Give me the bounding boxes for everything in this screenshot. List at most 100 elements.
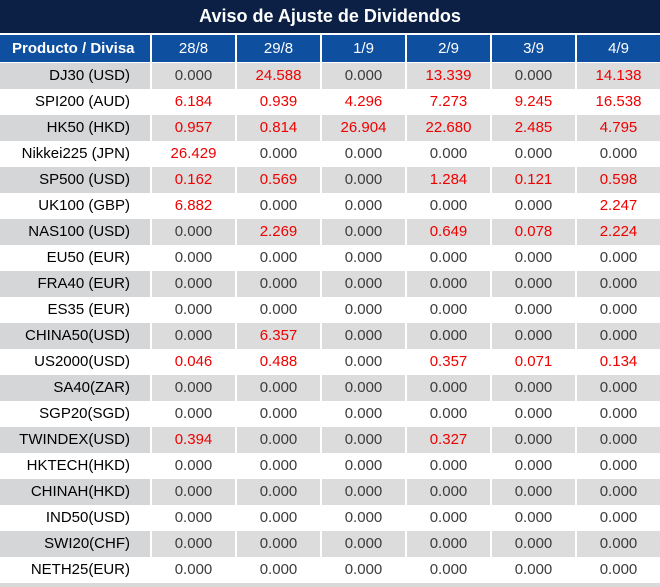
value-cell: 0.000: [235, 375, 320, 401]
table-body: DJ30 (USD) 0.000 24.588 0.000 13.339 0.000 14.…: [0, 63, 660, 583]
value-cell: 0.000: [490, 141, 575, 167]
value-cell: 0.000: [405, 375, 490, 401]
value-cell: 0.649: [405, 219, 490, 245]
value-cell: 0.357: [405, 349, 490, 375]
product-cell: HK50 (HKD): [0, 115, 150, 141]
value-cell: 0.000: [320, 141, 405, 167]
value-cell: 0.134: [575, 349, 660, 375]
value-cell: 0.957: [150, 115, 235, 141]
value-cell: 0.000: [405, 245, 490, 271]
product-cell: NETH25(EUR): [30, 561, 130, 578]
value-cell: 0.000: [235, 271, 320, 297]
value-cell: 0.000: [150, 63, 235, 89]
table-row: TWINDEX(USD) 0.394 0.000 0.000 0.327 0.000 0.0…: [0, 427, 660, 453]
table-row: CHINAH(HKD) 0.000 0.000 0.000 0.000 0.000 0.00…: [0, 479, 660, 505]
value-cell: 0.000: [320, 427, 405, 453]
value-cell: 0.000: [490, 245, 575, 271]
value-cell: 0.598: [575, 167, 660, 193]
value-cell: 0.071: [490, 349, 575, 375]
table-row: HK50 (HKD) 0.957 0.814 26.904 22.680 2.485 4.7…: [0, 115, 660, 141]
value-cell: 0.000: [235, 297, 320, 323]
table-row: US2000(USD) 0.046 0.488 0.000 0.357 0.071 0.13…: [0, 349, 660, 375]
value-cell: 0.000: [320, 219, 405, 245]
value-cell: 0.000: [235, 505, 320, 531]
product-cell: SP500 (USD): [0, 167, 150, 193]
product-cell: EU50 (EUR): [46, 249, 130, 266]
value-cell: 26.904: [320, 115, 405, 141]
value-cell: 0.000: [405, 557, 490, 583]
table-row: HKTECH(HKD) 0.000 0.000 0.000 0.000 0.000 0.00…: [0, 453, 660, 479]
value-cell: 0.000: [150, 271, 235, 297]
value-cell: 0.000: [235, 401, 320, 427]
value-cell: 0.000: [575, 401, 660, 427]
value-cell: 0.000: [320, 63, 405, 89]
value-cell: 0.000: [490, 557, 575, 583]
value-cell: 2.485: [490, 115, 575, 141]
table-row: SWI20(CHF) 0.000 0.000 0.000 0.000 0.000 0.000: [0, 531, 660, 557]
product-cell: SA40(ZAR): [0, 375, 150, 401]
value-cell: 0.000: [490, 193, 575, 219]
value-cell: 22.680: [405, 115, 490, 141]
value-cell: 0.000: [575, 141, 660, 167]
value-cell: 0.000: [235, 557, 320, 583]
value-cell: 4.296: [320, 89, 405, 115]
value-cell: 2.269: [235, 219, 320, 245]
product-cell: HKTECH(HKD): [26, 457, 130, 474]
value-cell: 0.000: [575, 453, 660, 479]
value-cell: 0.000: [575, 531, 660, 557]
column-header-date-6: 4/9: [575, 35, 660, 62]
value-cell: 0.000: [575, 505, 660, 531]
product-cell: CHINA50(USD): [0, 323, 150, 349]
value-cell: 0.000: [150, 531, 235, 557]
value-cell: 0.000: [575, 427, 660, 453]
product-cell: TWINDEX(USD): [0, 427, 150, 453]
product-cell: IND50(USD): [45, 509, 130, 526]
value-cell: 0.000: [235, 245, 320, 271]
value-cell: 0.569: [235, 167, 320, 193]
table-row: UK100 (GBP) 6.882 0.000 0.000 0.000 0.000 2.24…: [0, 193, 660, 219]
value-cell: 0.000: [490, 453, 575, 479]
value-cell: 9.245: [490, 89, 575, 115]
value-cell: 0.000: [490, 63, 575, 89]
value-cell: 16.538: [575, 89, 660, 115]
value-cell: 0.000: [150, 479, 235, 505]
table-header-row: Producto / Divisa 28/8 29/8 1/9 2/9 3/9 …: [0, 35, 660, 63]
product-cell: DJ30 (USD): [0, 63, 150, 89]
table-row: SGP20(SGD) 0.000 0.000 0.000 0.000 0.000 0.000: [0, 401, 660, 427]
value-cell: 0.000: [150, 401, 235, 427]
table-row: IND50(USD) 0.000 0.000 0.000 0.000 0.000 0.000: [0, 505, 660, 531]
value-cell: 0.939: [235, 89, 320, 115]
value-cell: 0.000: [150, 453, 235, 479]
value-cell: 0.000: [320, 557, 405, 583]
value-cell: 0.000: [235, 193, 320, 219]
column-header-date-5: 3/9: [490, 35, 575, 62]
value-cell: 6.882: [150, 193, 235, 219]
value-cell: 0.000: [405, 505, 490, 531]
value-cell: 0.078: [490, 219, 575, 245]
value-cell: 14.138: [575, 63, 660, 89]
value-cell: 0.000: [150, 323, 235, 349]
value-cell: 0.394: [150, 427, 235, 453]
value-cell: 0.000: [490, 401, 575, 427]
table-row: SPI200 (AUD) 6.184 0.939 4.296 7.273 9.245 16.…: [0, 89, 660, 115]
value-cell: 0.000: [320, 479, 405, 505]
bottom-edge: [0, 583, 660, 587]
value-cell: 26.429: [150, 141, 235, 167]
table-row: NAS100 (USD) 0.000 2.269 0.000 0.649 0.078 2.2…: [0, 219, 660, 245]
value-cell: 6.357: [235, 323, 320, 349]
value-cell: 2.224: [575, 219, 660, 245]
value-cell: 0.000: [405, 453, 490, 479]
page-title: Aviso de Ajuste de Dividendos: [199, 6, 461, 26]
value-cell: 0.000: [405, 531, 490, 557]
value-cell: 0.000: [150, 219, 235, 245]
value-cell: 0.000: [405, 297, 490, 323]
value-cell: 0.000: [405, 401, 490, 427]
product-cell: FRA40 (EUR): [0, 271, 150, 297]
table-row: FRA40 (EUR) 0.000 0.000 0.000 0.000 0.000 0.00…: [0, 271, 660, 297]
value-cell: 0.000: [575, 479, 660, 505]
value-cell: 0.000: [490, 297, 575, 323]
value-cell: 0.162: [150, 167, 235, 193]
value-cell: 0.000: [150, 557, 235, 583]
column-header-product: Producto / Divisa: [12, 40, 135, 57]
